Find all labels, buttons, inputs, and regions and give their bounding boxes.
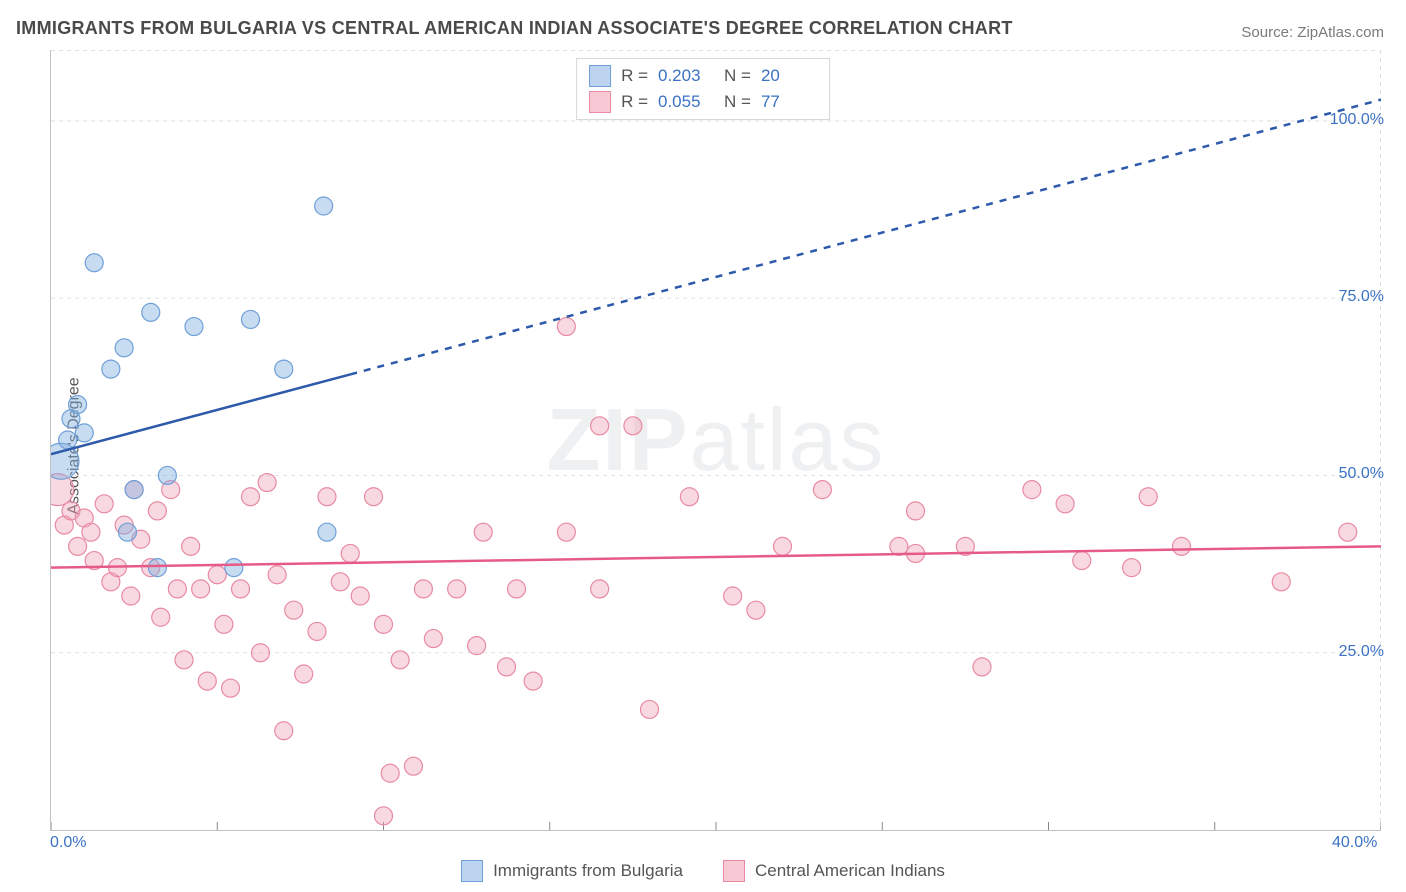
chart-title: IMMIGRANTS FROM BULGARIA VS CENTRAL AMER… (16, 18, 1013, 39)
scatter-svg (51, 50, 1381, 830)
series-legend-bulgaria: Immigrants from Bulgaria (461, 860, 683, 882)
legend-n-cai: 77 (761, 92, 817, 112)
source-attribution: Source: ZipAtlas.com (1241, 24, 1384, 41)
source-prefix: Source: (1241, 24, 1297, 41)
series-label-bulgaria: Immigrants from Bulgaria (493, 861, 683, 881)
series-legend: Immigrants from Bulgaria Central America… (0, 860, 1406, 882)
series-label-cai: Central American Indians (755, 861, 945, 881)
legend-row-cai: R = 0.055 N = 77 (589, 89, 817, 115)
series-swatch-cai (723, 860, 745, 882)
legend-r-label: R = (621, 92, 648, 112)
source-name: ZipAtlas.com (1297, 24, 1384, 41)
x-tick-label: 40.0% (1332, 834, 1377, 852)
x-tick-label: 0.0% (50, 834, 86, 852)
chart-container: IMMIGRANTS FROM BULGARIA VS CENTRAL AMER… (0, 0, 1406, 892)
legend-swatch-cai (589, 91, 611, 113)
y-tick-label: 50.0% (1339, 465, 1384, 483)
legend-swatch-bulgaria (589, 65, 611, 87)
y-tick-label: 100.0% (1330, 111, 1384, 129)
legend-n-bulgaria: 20 (761, 66, 817, 86)
y-tick-label: 75.0% (1339, 288, 1384, 306)
legend-r-cai: 0.055 (658, 92, 714, 112)
legend-n-label: N = (724, 92, 751, 112)
legend-row-bulgaria: R = 0.203 N = 20 (589, 63, 817, 89)
series-legend-cai: Central American Indians (723, 860, 945, 882)
legend-n-label: N = (724, 66, 751, 86)
legend-r-label: R = (621, 66, 648, 86)
legend-r-bulgaria: 0.203 (658, 66, 714, 86)
x-axis-labels: 0.0% 40.0% (50, 834, 1380, 854)
series-swatch-bulgaria (461, 860, 483, 882)
correlation-legend: R = 0.203 N = 20 R = 0.055 N = 77 (576, 58, 830, 120)
plot-area: ZIPatlas (50, 50, 1381, 831)
y-tick-label: 25.0% (1339, 643, 1384, 661)
